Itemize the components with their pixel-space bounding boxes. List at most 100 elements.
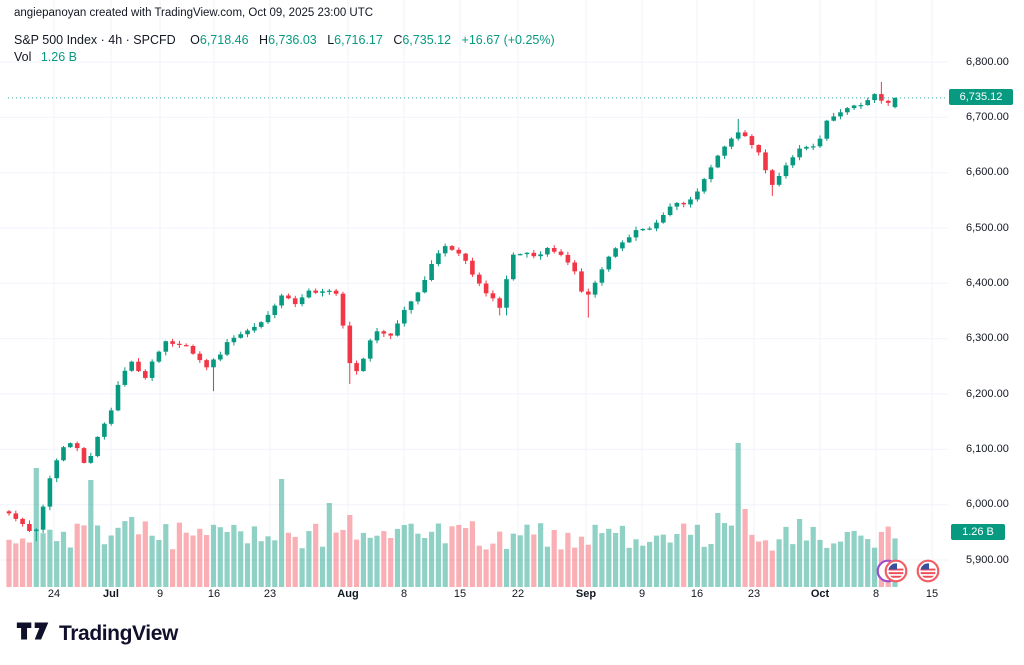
candle-body [456, 249, 462, 254]
volume-bar [115, 527, 121, 587]
volume-bar [40, 533, 46, 587]
volume-bar [306, 531, 312, 587]
volume-bar [265, 536, 271, 587]
volume-bar [13, 543, 19, 587]
candle-body [858, 105, 864, 107]
candle-body [558, 251, 564, 255]
volume-bar [313, 523, 319, 587]
volume-bar [476, 545, 482, 587]
candle-body [20, 518, 25, 524]
candle-body [831, 116, 836, 121]
y-axis-tick: 6,400.00 [966, 276, 1009, 289]
volume-bar [54, 541, 60, 587]
volume-bar [60, 531, 67, 587]
y-axis-tick: 6,000.00 [966, 498, 1009, 511]
volume-bar [885, 526, 891, 587]
volume-bar [354, 539, 360, 587]
gridlines [0, 0, 948, 581]
volume-bar [728, 525, 734, 587]
tradingview-logo[interactable]: TradingView [16, 621, 178, 646]
volume-bar [129, 517, 135, 587]
volume-bar [47, 529, 53, 587]
candle-body [245, 330, 250, 335]
candle-body [211, 359, 216, 368]
candle-body [845, 108, 850, 113]
candle-body [517, 254, 523, 256]
candle-body [27, 524, 32, 531]
candle-body [34, 529, 39, 531]
candle-body [497, 298, 502, 308]
candle-body [865, 100, 870, 106]
candle-body [606, 256, 612, 270]
volume-bar [231, 524, 237, 587]
volume-bar [844, 532, 850, 587]
volume-bar [715, 513, 721, 587]
y-axis-tick: 6,300.00 [966, 332, 1009, 345]
candle-body [586, 291, 591, 295]
candle-body [327, 290, 332, 292]
volume-bar [653, 535, 660, 587]
tradingview-logo-text: TradingView [59, 621, 178, 645]
candle-body [783, 165, 789, 177]
candle-body [892, 97, 898, 108]
candle-body [449, 246, 455, 250]
candle-body [204, 360, 209, 368]
candle-body [681, 202, 686, 205]
us-flag-event-icon [875, 558, 917, 589]
candle-body [483, 283, 489, 294]
x-axis-tick: 8 [400, 588, 408, 600]
open-label: O [190, 33, 200, 47]
candle-body [258, 322, 264, 327]
volume-bar [599, 533, 605, 587]
volume-bar [272, 540, 278, 587]
volume-bar [503, 548, 510, 587]
volume-bar [81, 525, 87, 587]
candle-body [197, 353, 203, 361]
volume-bar [572, 547, 578, 587]
candle-body [838, 112, 843, 117]
last-price-badge: 6,735.12 [949, 89, 1013, 106]
volume-bar [435, 523, 441, 587]
candle-body [238, 334, 243, 338]
volume-bar [687, 534, 694, 587]
volume-bar [633, 539, 639, 587]
volume-bar [544, 546, 550, 587]
candle-body [272, 305, 278, 315]
close-value: 6,735.12 [402, 33, 452, 47]
volume-bar [333, 532, 339, 587]
volume-bar [551, 530, 557, 587]
candle-body [292, 298, 298, 305]
candle-body [252, 326, 257, 331]
candle-body [6, 511, 12, 514]
volume-value: 1.26 B [40, 50, 78, 64]
volume-bar [108, 535, 114, 587]
close-label: C [393, 33, 403, 47]
y-axis-tick: 6,500.00 [966, 221, 1009, 234]
candle-body [279, 295, 284, 306]
candle-body [770, 170, 775, 185]
volume-bar [694, 524, 700, 587]
y-axis-tick: 6,600.00 [966, 166, 1009, 179]
candle-body [824, 120, 830, 139]
volume-bar [347, 515, 353, 587]
y-axis-tick: 6,700.00 [966, 110, 1009, 123]
volume-bar [388, 538, 394, 587]
candle-body [231, 337, 237, 343]
candle-body [776, 176, 782, 185]
volume-bar [101, 544, 107, 587]
candle-body [620, 242, 625, 249]
x-axis-tick: 15 [453, 588, 467, 600]
volume-bar [190, 535, 196, 587]
high-value: 6,736.03 [268, 33, 317, 47]
candle-body [313, 290, 318, 293]
candle-body [708, 167, 714, 180]
candle-body [436, 253, 441, 264]
volume-bar [469, 521, 475, 587]
volume-bar [735, 443, 741, 587]
candle-body [88, 456, 94, 463]
volume-bar [456, 524, 462, 587]
volume-bar [558, 549, 564, 587]
y-axis-tick: 6,200.00 [966, 387, 1009, 400]
candle-body [395, 323, 400, 336]
candle-body [729, 138, 734, 147]
